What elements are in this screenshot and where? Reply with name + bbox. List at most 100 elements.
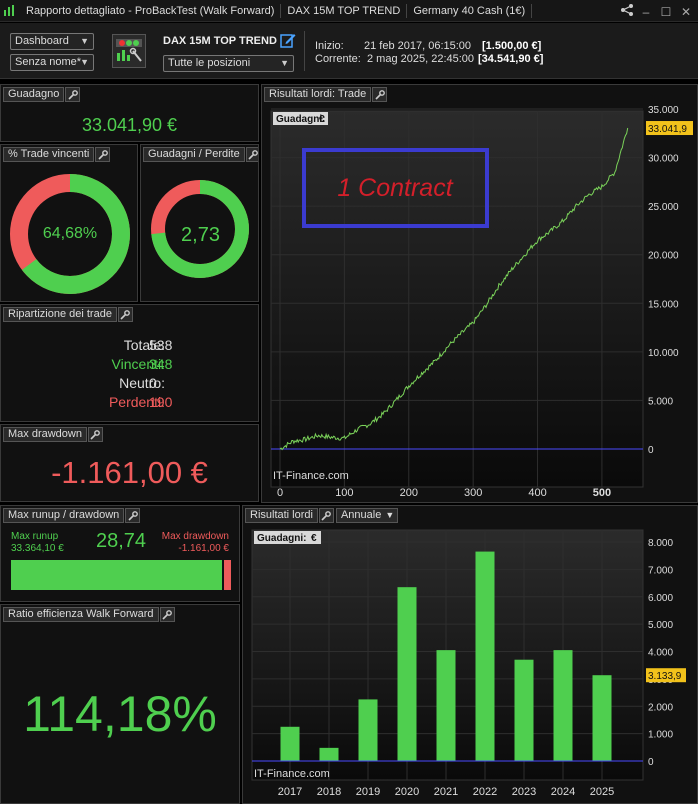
bar-2018 — [319, 747, 339, 761]
drawdown-label: Max drawdown — [161, 531, 229, 542]
wrench-icon[interactable] — [159, 607, 175, 622]
losers-value: 190 — [149, 394, 173, 410]
legend-unit: € — [311, 533, 317, 544]
panel-title: % Trade vincenti — [3, 147, 95, 162]
wrench-icon[interactable] — [117, 307, 133, 322]
panel-title: Risultati lordi: Trade — [264, 87, 372, 102]
y-tick-label: 2.000 — [648, 702, 673, 713]
legend-label: Guadagni: — [257, 533, 306, 544]
layout-name-select[interactable]: Senza nome* ▼ — [10, 54, 94, 71]
wrench-icon[interactable] — [318, 508, 334, 523]
period-current: Corrente: 2 mag 2025, 22:45:00 [34.541,9… — [315, 53, 543, 65]
runup-drawdown-panel: Max runup / drawdown Max runup 33.364,10… — [0, 505, 240, 602]
legend-box — [273, 112, 328, 125]
window-strategy: DAX 15M TOP TREND — [281, 3, 408, 18]
bar-2024 — [553, 650, 573, 761]
current-value: [34.541,90 €] — [478, 53, 544, 65]
equity-series-line — [279, 127, 629, 451]
x-tick-label: 400 — [528, 487, 546, 499]
winners-label: Vincenti: — [111, 356, 165, 372]
wrench-icon[interactable] — [65, 87, 81, 102]
plot-area — [270, 110, 644, 488]
chevron-down-icon: ▼ — [80, 57, 89, 67]
losers-label: Perdenti: — [108, 394, 165, 410]
last-value-label: 3.133,9 — [648, 671, 682, 682]
app-logo-icon — [0, 0, 20, 22]
annual-chart: 01.0002.0003.0004.0005.0006.0007.0008.00… — [251, 529, 686, 798]
start-label: Inizio: — [315, 40, 344, 52]
bar-2022 — [475, 551, 495, 761]
close-button[interactable]: ✕ — [680, 4, 692, 19]
edit-icon[interactable] — [280, 32, 296, 48]
y-tick-label: 0 — [648, 757, 654, 768]
max-drawdown-panel: Max drawdown -1.161,00 € — [0, 424, 259, 502]
dashboard-select[interactable]: Dashboard ▼ — [10, 33, 94, 50]
dashboard-select-value: Dashboard — [15, 35, 69, 47]
y-tick-label: 4.000 — [648, 648, 673, 659]
runup-ratio: 28,74 — [95, 530, 147, 552]
y-tick-label: 35.000 — [648, 105, 679, 116]
x-tick-label: 500 — [593, 487, 611, 499]
y-tick-label: 30.000 — [648, 154, 679, 165]
x-tick-label: 0 — [277, 487, 283, 499]
bar-2017 — [280, 726, 300, 761]
y-tick-label: 6.000 — [648, 593, 673, 604]
last-value-tag — [646, 121, 693, 136]
y-tick-label: 5.000 — [648, 620, 673, 631]
wrench-icon[interactable] — [87, 427, 103, 442]
gain-loss-panel: Guadagni / Perdite 2,73 — [140, 144, 259, 302]
total-value: 538 — [149, 337, 173, 353]
y-tick-label: 8.000 — [648, 538, 673, 549]
x-tick-label: 2023 — [512, 786, 536, 798]
current-date: 2 mag 2025, 22:45:00 — [367, 53, 475, 65]
panel-title: Guadagni / Perdite — [143, 147, 245, 162]
y-tick-label: 1.000 — [648, 730, 673, 741]
trade-breakdown-panel: Ripartizione dei trade Totale: 538 Vince… — [0, 304, 259, 422]
win-trades-panel: % Trade vincenti 64,68% — [0, 144, 138, 302]
x-tick-label: 300 — [464, 487, 482, 499]
x-tick-label: 2021 — [434, 786, 458, 798]
x-tick-label: 100 — [335, 487, 353, 499]
wrench-icon[interactable] — [245, 147, 258, 162]
x-tick-label: 2018 — [317, 786, 341, 798]
panel-title: Ripartizione dei trade — [3, 307, 117, 322]
wrench-icon[interactable] — [372, 87, 388, 102]
wrench-icon[interactable] — [95, 147, 111, 162]
y-tick-label: 0 — [648, 445, 654, 456]
watermark: IT-Finance.com — [273, 470, 349, 482]
period-select-value: Annuale — [340, 509, 382, 521]
equity-chart-panel: Risultati lordi: Trade 0 5.000 10.000 15.00… — [261, 84, 698, 503]
y-tick-label: 5.000 — [648, 396, 673, 407]
positions-select[interactable]: Tutte le posizioni ▼ — [163, 55, 294, 72]
max-drawdown-value: -1.161,00 € — [51, 455, 208, 490]
period-select[interactable]: Annuale ▼ — [335, 508, 399, 523]
start-value: [1.500,00 €] — [482, 40, 542, 52]
dashboard-tools-icon[interactable] — [112, 34, 146, 68]
gain-loss-value: 2,73 — [181, 224, 220, 246]
wrench-icon[interactable] — [125, 508, 141, 523]
panel-title: Max drawdown — [3, 427, 87, 442]
x-tick-label: 2025 — [590, 786, 614, 798]
gain-panel: Guadagno 33.041,90 € — [0, 84, 259, 142]
minimize-button[interactable]: – — [642, 4, 650, 19]
win-trades-donut — [10, 174, 130, 294]
share-icon[interactable] — [620, 3, 633, 20]
gain-loss-donut — [151, 180, 249, 278]
last-value-tag — [646, 668, 686, 683]
total-label: Totale: — [123, 337, 165, 353]
window-titlebar: Rapporto dettagliato - ProBackTest (Walk… — [0, 0, 698, 22]
strategy-name: DAX 15M TOP TREND — [163, 35, 277, 47]
efficiency-panel: Ratio efficienza Walk Forward 114,18% — [0, 604, 240, 804]
watermark: IT-Finance.com — [254, 768, 330, 780]
x-tick-label: 2017 — [278, 786, 302, 798]
win-trades-value: 64,68% — [42, 225, 98, 242]
efficiency-value: 114,18% — [23, 686, 217, 742]
maximize-button[interactable]: ☐ — [660, 4, 672, 19]
panel-title: Guadagno — [3, 87, 65, 102]
current-label: Corrente: — [315, 53, 361, 65]
legend-box — [254, 531, 321, 544]
period-start: Inizio: 21 feb 2017, 06:15:00 [1.500,00 … — [315, 40, 541, 52]
panel-title: Ratio efficienza Walk Forward — [3, 607, 159, 622]
annotation-text: 1 Contract — [337, 174, 453, 202]
annotation-box — [302, 148, 489, 228]
